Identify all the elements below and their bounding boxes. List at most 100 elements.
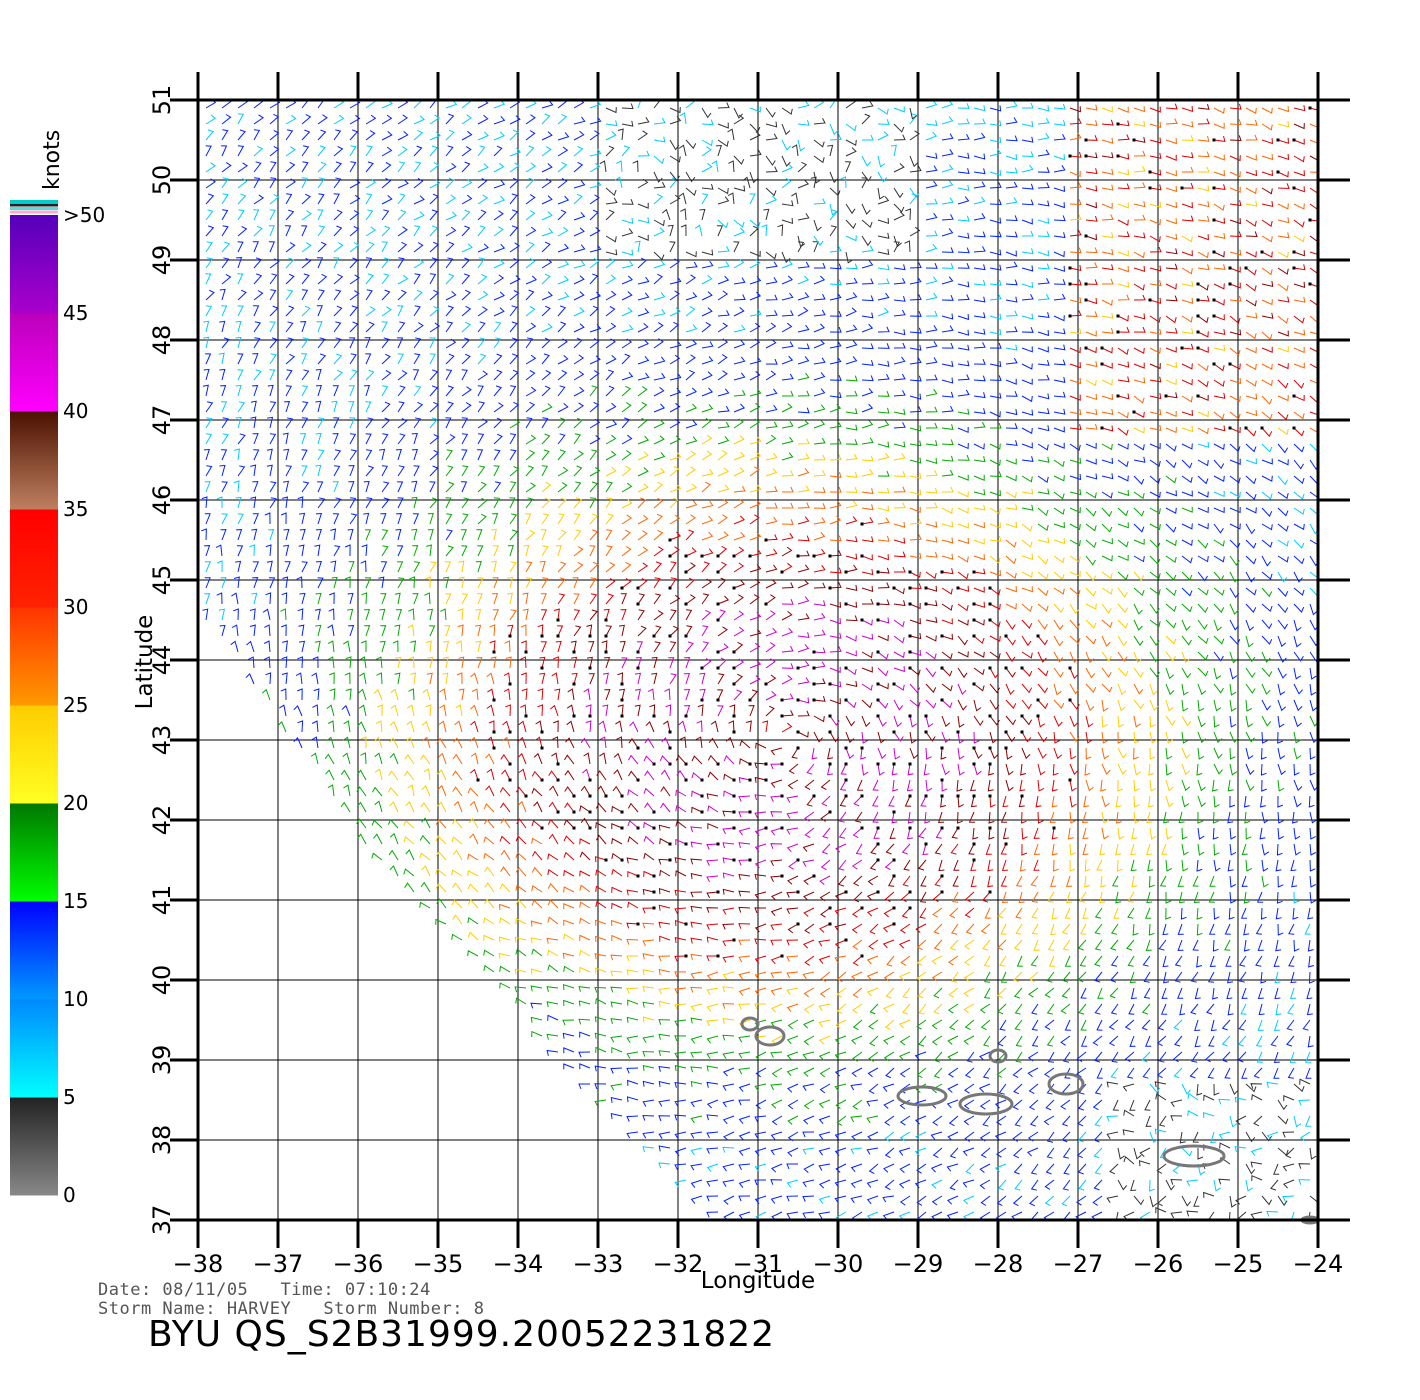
wind-barb: [1293, 411, 1305, 420]
wind-barb: [829, 567, 842, 574]
wind-barb: [1051, 843, 1058, 856]
wind-barb: [1197, 295, 1210, 302]
wind-barb: [562, 984, 575, 991]
wind-barb: [1085, 120, 1098, 126]
x-tick-label: −37: [253, 1250, 304, 1278]
wind-barb: [1213, 571, 1225, 582]
wind-barb: [1258, 1003, 1265, 1016]
wind-barb: [1109, 987, 1119, 999]
wind-barb: [669, 452, 682, 461]
wind-barb: [925, 715, 934, 728]
wind-barb: [1018, 891, 1025, 904]
wind-barb: [1181, 121, 1194, 128]
wind-barb: [1293, 264, 1306, 271]
rain-flag: [524, 794, 528, 798]
wind-barb: [626, 1067, 639, 1074]
wind-barb: [965, 891, 975, 903]
wind-barb: [1194, 1019, 1201, 1032]
wind-barb: [1149, 393, 1162, 400]
wind-barb: [1021, 281, 1034, 288]
wind-barb: [909, 699, 921, 708]
wind-barb: [611, 823, 623, 830]
wind-barb: [733, 515, 745, 525]
wind-barb: [596, 770, 607, 781]
wind-barb: [408, 688, 415, 701]
wind-barb: [706, 1163, 719, 1172]
wind-barb: [429, 209, 438, 221]
wind-barb: [1229, 571, 1239, 583]
wind-barb: [644, 802, 655, 813]
wind-barb: [435, 835, 447, 845]
wind-barb: [1069, 265, 1082, 272]
wind-barb: [458, 560, 465, 573]
wind-barb: [461, 289, 471, 301]
wind-barb: [845, 147, 857, 157]
wind-barb: [1030, 955, 1039, 967]
wind-barb: [941, 715, 951, 728]
wind-barb: [854, 811, 863, 823]
wind-barb: [1117, 266, 1129, 273]
wind-barb: [637, 100, 642, 109]
wind-barb: [637, 609, 645, 621]
wind-barb: [866, 1147, 879, 1155]
wind-barb: [566, 720, 575, 733]
wind-barb: [237, 100, 248, 109]
wind-barb: [1069, 328, 1082, 335]
colorbar-tick-label: 35: [63, 497, 88, 521]
wind-barb: [861, 203, 871, 215]
wind-barb: [674, 1003, 687, 1010]
wind-barb: [963, 1003, 975, 1014]
wind-barb: [285, 289, 294, 301]
wind-barb: [1181, 795, 1190, 808]
wind-barb: [1261, 299, 1273, 306]
wind-barb: [861, 651, 873, 659]
wind-barb: [892, 779, 899, 792]
wind-barb: [653, 309, 666, 317]
wind-barb: [930, 1131, 943, 1140]
wind-barb: [1309, 171, 1318, 173]
wind-barb: [1275, 859, 1282, 872]
wind-barb: [627, 999, 639, 1006]
wind-barb: [845, 292, 858, 301]
wind-barb: [301, 210, 312, 221]
wind-barb: [541, 513, 550, 525]
wind-barb: [1005, 571, 1017, 579]
wind-barb: [1213, 539, 1225, 547]
wind-barb: [1101, 683, 1113, 693]
wind-barb: [413, 129, 424, 141]
wind-barb: [1277, 747, 1286, 760]
wind-barb: [589, 513, 599, 525]
wind-barb: [425, 704, 432, 717]
rain-flag: [1308, 282, 1312, 286]
wind-barb: [317, 129, 327, 141]
wind-barb: [530, 937, 543, 944]
wind-barb: [589, 244, 602, 253]
wind-barb: [839, 779, 847, 791]
wind-barb: [253, 290, 264, 301]
wind-barb: [1149, 555, 1161, 565]
wind-barb: [973, 375, 986, 382]
wind-barb: [1015, 923, 1023, 935]
wind-barb: [333, 417, 340, 429]
wind-barb: [1165, 283, 1177, 290]
wind-barb: [281, 672, 288, 685]
wind-barb: [745, 720, 752, 733]
wind-barb: [706, 859, 719, 866]
wind-barb: [829, 245, 842, 253]
wind-barb: [1046, 1035, 1055, 1047]
wind-barb: [1077, 1115, 1087, 1127]
wind-barb: [1245, 1163, 1256, 1175]
wind-barb: [557, 275, 570, 285]
wind-barb: [405, 736, 415, 749]
wind-barb: [1037, 523, 1049, 532]
rain-flag: [684, 554, 688, 558]
wind-barb: [525, 449, 536, 461]
wind-barb: [685, 420, 698, 429]
wind-barb: [1005, 215, 1018, 222]
wind-barb: [951, 971, 959, 983]
wind-barb: [1213, 411, 1225, 420]
wind-barb: [1293, 155, 1305, 163]
wind-barb: [1133, 571, 1145, 582]
rain-flag: [1084, 138, 1088, 142]
wind-barb: [455, 704, 463, 717]
